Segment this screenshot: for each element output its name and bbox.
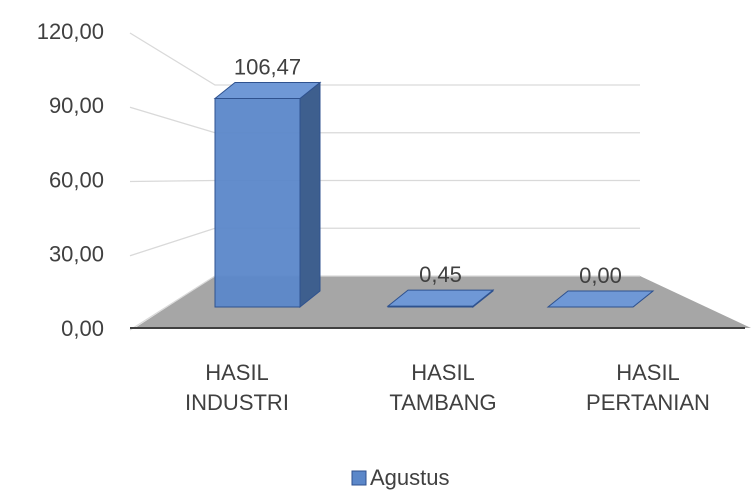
bar-top: [546, 290, 655, 308]
y-tick-label: 120,00: [37, 19, 104, 44]
legend-label: Agustus: [370, 465, 450, 490]
data-label: 0,00: [579, 263, 622, 288]
grid-line: [129, 179, 640, 183]
y-tick-label: 60,00: [49, 167, 104, 192]
x-tick-label: HASIL TAMBANG: [389, 360, 497, 415]
grid-line: [129, 106, 640, 134]
y-tick-label: 90,00: [49, 93, 104, 118]
bar-top: [213, 81, 322, 99]
data-label: 0,45: [419, 262, 462, 287]
legend-swatch: [351, 470, 367, 486]
bar-top: [386, 289, 495, 307]
bar: [214, 97, 301, 308]
x-tick-label: HASIL PERTANIAN: [586, 360, 710, 415]
y-tick-label: 0,00: [61, 316, 104, 341]
x-tick-label: HASIL INDUSTRI: [185, 360, 289, 415]
grid-line: [129, 32, 640, 86]
y-tick-label: 30,00: [49, 242, 104, 267]
bar-side: [299, 81, 321, 309]
data-label: 106,47: [234, 54, 301, 79]
grid-line: [129, 227, 640, 257]
